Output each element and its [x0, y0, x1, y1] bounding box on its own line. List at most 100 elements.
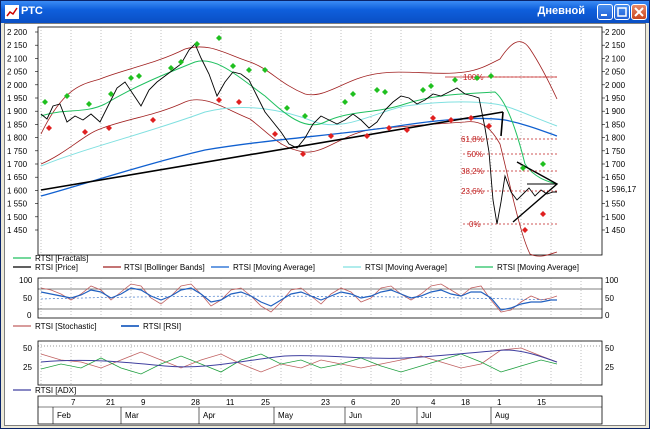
date-month-label: Aug [495, 411, 509, 420]
price-tick-right: 1 550 [605, 200, 626, 209]
close-icon [634, 7, 644, 17]
date-day-label: 20 [391, 398, 400, 407]
price-tick-left: 1 750 [7, 147, 28, 156]
price-tick-left: 1 900 [7, 107, 28, 116]
price-tick-right: 1 500 [605, 213, 626, 222]
fractal-up-marker [194, 41, 200, 47]
last-value: 1 596,17 [605, 185, 637, 194]
date-day-label: 18 [461, 398, 470, 407]
osc-left-50: 50 [23, 294, 32, 303]
date-day-label: 21 [106, 398, 115, 407]
fractal-down-marker [300, 151, 306, 157]
adx-minus-line [40, 353, 558, 375]
period-label: Дневной [537, 5, 586, 17]
date-month-label: Jun [349, 411, 362, 420]
fractal-down-marker [522, 227, 528, 233]
price-tick-right: 1 750 [605, 147, 626, 156]
trendline-long [40, 111, 504, 191]
price-tick-right: 2 200 [605, 28, 626, 37]
date-day-label: 6 [351, 398, 356, 407]
chart-app-icon [5, 5, 19, 19]
price-tick-left: 1 950 [7, 94, 28, 103]
fractal-down-marker [486, 123, 492, 129]
oscillator-pane [37, 277, 603, 319]
fractal-up-marker [230, 63, 236, 69]
fractal-down-marker [236, 99, 242, 105]
close-button[interactable] [631, 4, 647, 20]
adx-line [40, 349, 558, 368]
legend-rsi: RTSI [RSI] [143, 322, 181, 331]
ma-mid-line [40, 101, 558, 167]
fractal-up-marker [108, 91, 114, 97]
fractal-up-marker [474, 75, 480, 81]
date-day-label: 11 [226, 398, 235, 407]
fractal-down-marker [364, 133, 370, 139]
fractal-up-marker [428, 83, 434, 89]
fractal-up-marker [350, 91, 356, 97]
title-bar[interactable]: РТС Дневной [1, 1, 649, 23]
price-tick-right: 1 450 [605, 226, 626, 235]
fractal-down-marker [540, 211, 546, 217]
price-tick-left: 2 100 [7, 54, 28, 63]
fractal-up-marker [488, 73, 494, 79]
legend-bollinger: RTSI [Bollinger Bands] [124, 263, 205, 272]
date-pane [37, 395, 603, 425]
fractal-down-marker [150, 117, 156, 123]
date-day-label: 4 [431, 398, 436, 407]
fractal-up-marker [178, 59, 184, 65]
rsi-line [40, 287, 557, 311]
maximize-icon [617, 7, 627, 17]
minimize-button[interactable] [597, 4, 613, 20]
fractal-down-marker [404, 127, 410, 133]
adx-pane [37, 340, 603, 386]
date-day-label: 25 [261, 398, 270, 407]
fractal-up-marker [86, 101, 92, 107]
legend-fractals: RTSI [Fractals] [35, 254, 88, 263]
price-tick-right: 2 000 [605, 81, 626, 90]
fib-236-label: 23,6% [461, 187, 484, 196]
price-tick-left: 2 000 [7, 81, 28, 90]
minimize-icon [601, 14, 607, 16]
fractal-up-marker [420, 87, 426, 93]
trendline-break [500, 111, 504, 137]
fractal-up-marker [284, 105, 290, 111]
fib-382-label: 38,2% [461, 167, 484, 176]
date-day-label: 23 [321, 398, 330, 407]
rsi-signal-line [40, 295, 558, 301]
osc-right-100: 100 [605, 276, 619, 285]
fractal-down-marker [448, 117, 454, 123]
maximize-button[interactable] [614, 4, 630, 20]
osc-left-100: 100 [19, 276, 33, 285]
ma-fast-line [40, 60, 558, 185]
chart-area[interactable]: 2 200 2 150 2 100 2 050 2 000 1 950 1 900 1 850… [4, 23, 646, 426]
price-pane [37, 26, 603, 256]
adx-left-25: 25 [23, 363, 32, 372]
osc-left-0: 0 [27, 311, 32, 320]
fractal-up-marker [342, 99, 348, 105]
legend-stochastic: RTSI [Stochastic] [35, 322, 97, 331]
fractal-down-marker [106, 125, 112, 131]
date-day-label: 28 [191, 398, 200, 407]
fractal-down-marker [386, 125, 392, 131]
legend-ma3: RTSI [Moving Average] [497, 263, 579, 272]
price-tick-left: 1 650 [7, 173, 28, 182]
stochastic-line [40, 283, 558, 313]
price-tick-right: 2 150 [605, 41, 626, 50]
fib-0-label: 0% [469, 220, 481, 229]
window-title: РТС [21, 5, 43, 17]
date-day-label: 1 [497, 398, 502, 407]
price-tick-left: 1 850 [7, 120, 28, 129]
fractal-up-marker [382, 89, 388, 95]
price-tick-left: 1 700 [7, 160, 28, 169]
price-tick-right: 1 900 [605, 107, 626, 116]
fractal-down-marker [46, 125, 52, 131]
fractal-up-marker [42, 99, 48, 105]
fractal-up-marker [302, 113, 308, 119]
fib-100-label: 100% [463, 73, 483, 82]
date-month-label: Mar [125, 411, 139, 420]
price-tick-left: 2 200 [7, 28, 28, 37]
adx-right-50: 50 [605, 344, 614, 353]
ma-long-line [40, 117, 558, 197]
